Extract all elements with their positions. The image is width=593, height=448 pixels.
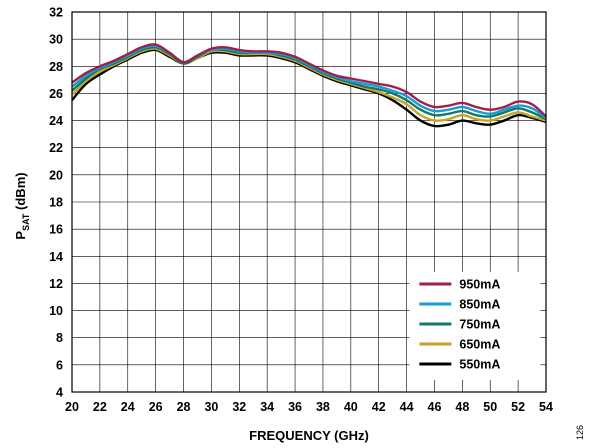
x-tick-label: 44 — [400, 400, 414, 414]
series-line-850mA — [71, 44, 547, 119]
x-axis-title: FREQUENCY (GHz) — [249, 428, 369, 443]
y-tick-label: 10 — [49, 304, 63, 318]
figure-number: 126 — [575, 425, 585, 440]
y-tick-labels: 4 6 8 10 12 14 16 18 20 22 24 26 28 30 32 — [49, 6, 63, 400]
y-tick-label: 12 — [49, 277, 63, 291]
y-tick-label: 20 — [49, 168, 63, 182]
legend-label-550mA: 550mA — [459, 358, 500, 372]
x-tick-label: 32 — [232, 400, 246, 414]
x-tick-label: 54 — [539, 400, 553, 414]
y-tick-label: 28 — [49, 60, 63, 74]
legend-label-750mA: 750mA — [459, 318, 500, 332]
x-tick-label: 20 — [65, 400, 79, 414]
legend-label-650mA: 650mA — [459, 338, 500, 352]
y-tick-label: 6 — [56, 358, 63, 372]
y-tick-label: 26 — [49, 87, 63, 101]
x-tick-label: 40 — [344, 400, 358, 414]
legend-label-850mA: 850mA — [459, 298, 500, 312]
y-tick-label: 16 — [49, 223, 63, 237]
y-tick-label: 8 — [56, 331, 63, 345]
series-line-550mA — [71, 48, 547, 128]
x-tick-label: 48 — [455, 400, 469, 414]
x-tick-label: 38 — [316, 400, 330, 414]
y-tick-label: 18 — [49, 196, 63, 210]
y-tick-label: 14 — [49, 250, 63, 264]
x-tick-label: 50 — [483, 400, 497, 414]
legend-label-950mA: 950mA — [459, 278, 500, 292]
y-tick-label: 24 — [49, 114, 63, 128]
x-tick-label: 52 — [511, 400, 525, 414]
x-tick-labels: 20 22 24 26 28 30 32 34 36 38 40 42 44 46 48 50 52 54 — [65, 400, 553, 414]
legend: 950mA 850mA 750mA 650mA 550mA — [409, 272, 541, 380]
series-line-950mA — [71, 43, 547, 118]
y-axis-title: PSAT (dBm) — [13, 172, 31, 239]
x-tick-label: 36 — [288, 400, 302, 414]
x-tick-label: 46 — [428, 400, 442, 414]
series-line-750mA — [71, 45, 547, 121]
y-axis-title-subscript: SAT — [21, 213, 31, 231]
y-tick-label: 32 — [49, 6, 63, 20]
y-axis-title-rest: (dBm) — [13, 172, 28, 213]
y-tick-label: 30 — [49, 33, 63, 47]
x-tick-label: 30 — [204, 400, 218, 414]
y-tick-label: 4 — [56, 386, 63, 400]
y-axis-title-main: P — [13, 231, 28, 240]
x-tick-label: 26 — [149, 400, 163, 414]
y-tick-label: 22 — [49, 141, 63, 155]
legend-background — [409, 272, 541, 380]
x-tick-label: 42 — [372, 400, 386, 414]
x-tick-label: 24 — [121, 400, 135, 414]
series-line-650mA — [71, 47, 547, 122]
series-lines — [71, 43, 547, 128]
x-tick-label: 28 — [177, 400, 191, 414]
x-tick-label: 22 — [93, 400, 107, 414]
plot-frame — [71, 11, 547, 393]
x-tick-label: 34 — [260, 400, 274, 414]
